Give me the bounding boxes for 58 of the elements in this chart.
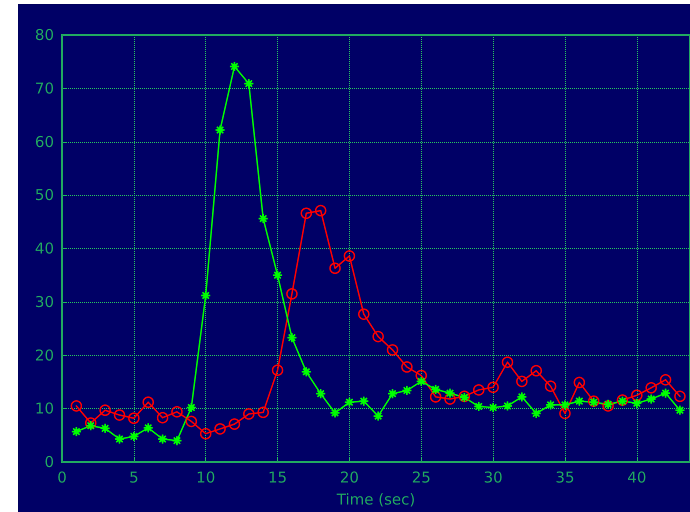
point (358, 308, 370, 320)
point (142, 396, 154, 408)
point (200, 428, 212, 440)
point (631, 390, 643, 402)
y-tick-label: 10 (34, 400, 54, 418)
point (559, 408, 571, 420)
x-tick-label: 40 (627, 468, 646, 486)
point (660, 374, 672, 386)
point (344, 250, 356, 262)
point (286, 288, 298, 300)
y-tick-label: 20 (34, 346, 54, 364)
x-tick-label: 15 (268, 468, 288, 486)
point (372, 330, 384, 342)
point (228, 418, 240, 430)
y-tick-label: 70 (34, 79, 54, 98)
point (544, 380, 556, 392)
point (171, 406, 183, 418)
point (214, 423, 226, 435)
point (85, 417, 96, 429)
x-tick-label: 5 (129, 468, 139, 486)
point (416, 370, 428, 382)
x-tick-label: 20 (340, 468, 359, 486)
point (99, 404, 111, 416)
x-tick-label: 0 (57, 468, 67, 486)
x-axis-title: Time (sec) (336, 490, 416, 508)
point (128, 412, 140, 424)
point (272, 364, 284, 376)
point (156, 412, 168, 424)
point (530, 364, 542, 376)
point (186, 416, 198, 428)
y-tick-label: 30 (34, 292, 54, 311)
y-tick-label: 0 (44, 453, 54, 471)
x-tick-label: 30 (484, 468, 503, 486)
point (329, 262, 341, 274)
point (257, 406, 269, 418)
point (487, 382, 499, 394)
y-tick-label: 60 (34, 132, 54, 151)
point (401, 361, 413, 373)
point (386, 344, 398, 356)
x-tick-label: 25 (412, 468, 431, 486)
point (430, 391, 442, 403)
point (645, 382, 657, 394)
y-tick-label: 40 (34, 240, 54, 258)
point (674, 390, 686, 402)
point (300, 208, 312, 220)
point (516, 376, 528, 388)
point (114, 409, 126, 421)
point (314, 204, 326, 216)
y-tick-label: 50 (34, 186, 54, 204)
point (444, 393, 456, 405)
point (574, 376, 586, 388)
point (473, 384, 484, 396)
point (502, 356, 514, 368)
point (70, 400, 82, 412)
x-tick-label: 10 (196, 468, 216, 486)
x-tick-label: 35 (555, 468, 575, 486)
point (243, 408, 255, 420)
y-tick-label: 80 (34, 26, 54, 44)
